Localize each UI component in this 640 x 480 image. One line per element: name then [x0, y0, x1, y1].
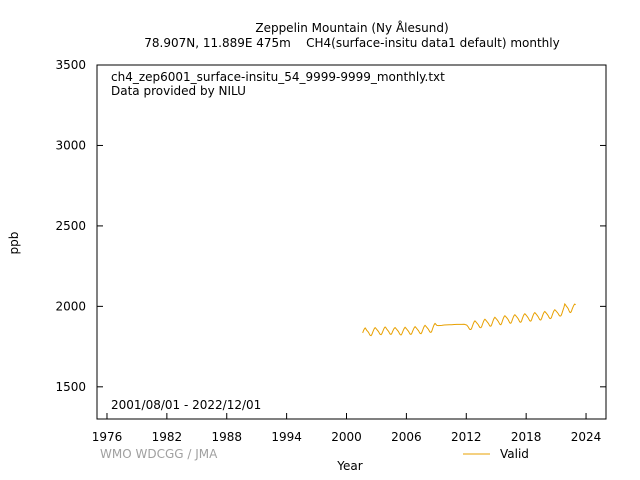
x-tick-label-2012: 2012	[451, 430, 482, 444]
provider-label: Data provided by NILU	[111, 84, 246, 98]
y-axis-label: ppb	[7, 232, 21, 255]
x-tick-label-1988: 1988	[211, 430, 242, 444]
x-tick-label-2006: 2006	[391, 430, 422, 444]
file-label: ch4_zep6001_surface-insitu_54_9999-9999_…	[111, 70, 445, 84]
y-tick-label-3500: 3500	[55, 58, 86, 72]
series-layer	[362, 302, 576, 337]
x-axis-label: Year	[336, 459, 362, 473]
chart-subtitle: 78.907N, 11.889E 475m CH4(surface-insitu…	[144, 36, 559, 50]
plot-frame	[96, 64, 607, 420]
y-tick-label-1500: 1500	[55, 380, 86, 394]
x-tick-label-2018: 2018	[511, 430, 542, 444]
chart-title: Zeppelin Mountain (Ny Ålesund)	[255, 20, 448, 35]
x-tick-label-1982: 1982	[152, 430, 183, 444]
legend: Valid	[463, 447, 529, 461]
y-tick-label-2000: 2000	[55, 299, 86, 313]
x-tick-label-1976: 1976	[92, 430, 123, 444]
y-axis: 1500 2000 2500 3000 3500	[55, 58, 606, 394]
credit-label: WMO WDCGG / JMA	[100, 447, 218, 461]
x-axis: 1976 1982 1988 1994 2000 2006 2012 2018 2024	[92, 413, 602, 444]
x-tick-label-1994: 1994	[271, 430, 302, 444]
y-tick-label-2500: 2500	[55, 219, 86, 233]
y-tick-label-3000: 3000	[55, 138, 86, 152]
x-tick-label-2000: 2000	[331, 430, 362, 444]
date-range-label: 2001/08/01 - 2022/12/01	[111, 398, 261, 412]
plot-area: 1500 2000 2500 3000 3500 1976 1982 1988 1994 200…	[55, 58, 607, 444]
x-tick-label-2024: 2024	[571, 430, 602, 444]
legend-label: Valid	[500, 447, 529, 461]
series-line-0	[362, 302, 576, 337]
